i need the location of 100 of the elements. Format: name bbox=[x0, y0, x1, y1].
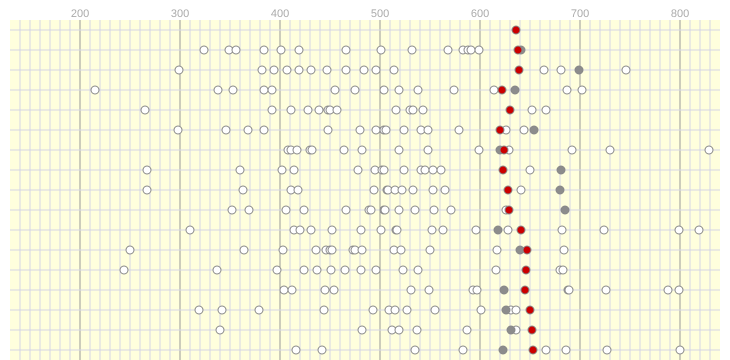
point bbox=[332, 106, 342, 114]
point bbox=[392, 106, 400, 114]
point bbox=[558, 226, 566, 234]
point bbox=[410, 206, 420, 214]
point bbox=[390, 306, 400, 314]
x-tick-label: 400 bbox=[270, 8, 290, 20]
point bbox=[520, 286, 530, 294]
point bbox=[120, 266, 128, 274]
point bbox=[306, 66, 316, 74]
point bbox=[218, 306, 226, 314]
point bbox=[314, 106, 324, 114]
point bbox=[472, 286, 482, 294]
point bbox=[490, 86, 498, 94]
point bbox=[326, 266, 336, 274]
point bbox=[360, 66, 368, 74]
point bbox=[472, 226, 480, 234]
point bbox=[424, 126, 432, 134]
point bbox=[428, 226, 436, 234]
point bbox=[558, 266, 568, 274]
point bbox=[424, 286, 434, 294]
point bbox=[556, 66, 566, 74]
point bbox=[430, 306, 440, 314]
point bbox=[420, 166, 430, 174]
point bbox=[292, 346, 300, 354]
x-tick-label: 600 bbox=[470, 8, 490, 20]
point bbox=[504, 186, 512, 194]
point bbox=[358, 246, 366, 254]
point bbox=[390, 66, 398, 74]
point bbox=[500, 146, 508, 154]
point bbox=[506, 326, 516, 334]
point bbox=[186, 226, 194, 234]
point bbox=[504, 226, 512, 234]
point bbox=[674, 226, 684, 234]
point bbox=[622, 66, 630, 74]
point bbox=[356, 126, 364, 134]
point bbox=[400, 126, 408, 134]
point bbox=[222, 126, 230, 134]
point bbox=[578, 86, 586, 94]
point bbox=[280, 286, 288, 294]
point bbox=[562, 346, 570, 354]
point bbox=[194, 306, 204, 314]
point bbox=[342, 46, 350, 54]
point bbox=[244, 126, 252, 134]
point bbox=[520, 126, 528, 134]
point bbox=[260, 86, 268, 94]
point bbox=[542, 346, 550, 354]
point bbox=[440, 186, 450, 194]
point bbox=[288, 286, 296, 294]
point bbox=[340, 266, 350, 274]
point bbox=[510, 86, 520, 94]
point bbox=[260, 46, 268, 54]
point bbox=[260, 126, 268, 134]
point bbox=[356, 226, 366, 234]
point bbox=[174, 126, 182, 134]
point bbox=[372, 66, 380, 74]
point bbox=[516, 186, 526, 194]
point bbox=[372, 126, 380, 134]
point bbox=[528, 346, 538, 354]
x-tick-label: 800 bbox=[670, 8, 690, 20]
point bbox=[540, 66, 548, 74]
point bbox=[528, 106, 536, 114]
point bbox=[514, 66, 524, 74]
point bbox=[458, 346, 468, 354]
point bbox=[512, 306, 520, 314]
point bbox=[272, 266, 282, 274]
point bbox=[304, 106, 312, 114]
x-tick-label: 300 bbox=[170, 8, 190, 20]
point bbox=[294, 46, 304, 54]
point bbox=[232, 46, 240, 54]
point bbox=[704, 146, 714, 154]
point bbox=[294, 186, 302, 194]
point bbox=[324, 126, 332, 134]
point bbox=[370, 186, 378, 194]
point bbox=[282, 206, 290, 214]
point bbox=[602, 346, 612, 354]
point bbox=[270, 66, 278, 74]
point bbox=[492, 246, 502, 254]
point bbox=[516, 226, 526, 234]
point bbox=[322, 66, 332, 74]
point bbox=[126, 246, 134, 254]
point bbox=[300, 206, 308, 214]
point bbox=[494, 226, 502, 234]
point bbox=[228, 206, 236, 214]
point bbox=[312, 266, 322, 274]
point bbox=[410, 346, 420, 354]
point bbox=[498, 166, 508, 174]
point bbox=[342, 206, 350, 214]
point bbox=[306, 226, 316, 234]
point bbox=[236, 166, 244, 174]
point bbox=[474, 46, 484, 54]
point bbox=[498, 346, 508, 354]
point bbox=[428, 166, 438, 174]
point bbox=[504, 206, 514, 214]
point bbox=[240, 246, 248, 254]
point bbox=[526, 166, 534, 174]
point bbox=[694, 226, 704, 234]
point bbox=[142, 186, 152, 194]
point bbox=[556, 166, 566, 174]
point bbox=[330, 86, 340, 94]
point bbox=[142, 166, 152, 174]
